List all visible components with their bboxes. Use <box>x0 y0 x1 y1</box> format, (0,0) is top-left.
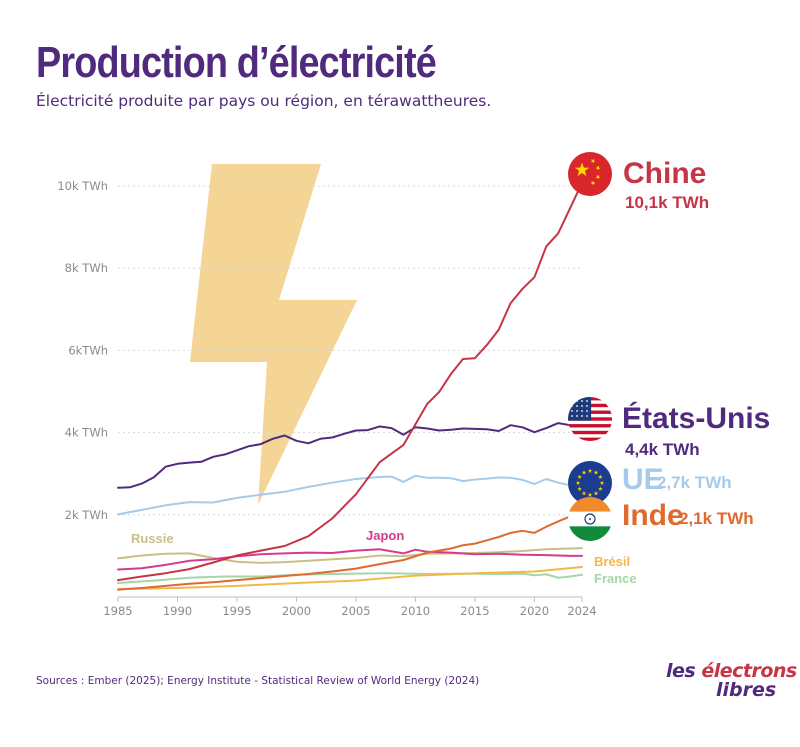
x-tick-label: 1985 <box>103 604 132 618</box>
y-tick-label: 6kTWh <box>68 343 108 357</box>
value-label-ue: 2,7k TWh <box>657 473 732 492</box>
series-label-chine: Chine <box>623 157 706 190</box>
x-tick-label: 2010 <box>401 604 430 618</box>
series-label-ue: UE <box>622 463 664 496</box>
series-line-ue <box>117 474 583 516</box>
grid-lines <box>118 185 582 516</box>
series-line-russie <box>117 547 583 564</box>
bolt-layer <box>190 164 357 505</box>
x-tick-label: 2005 <box>341 604 370 618</box>
series-label-japon: Japon <box>366 528 404 543</box>
series-label-russie: Russie <box>131 531 174 546</box>
logo-text-libres: libres <box>716 679 777 701</box>
value-label-inde: 2,1k TWh <box>679 509 754 528</box>
source-note: Sources : Ember (2025); Energy Institute… <box>36 675 480 687</box>
series-line-japon <box>117 548 583 571</box>
logo-text-electrons: électrons <box>701 660 797 682</box>
x-tick-label: 2024 <box>567 604 596 618</box>
india-flag-icon <box>568 497 612 541</box>
x-tick-label: 1990 <box>163 604 192 618</box>
x-tick-label: 1995 <box>222 604 251 618</box>
page-title: Production d’électricité <box>36 38 437 87</box>
series-line-france <box>117 572 583 584</box>
series-line-bresil <box>117 566 583 591</box>
axes: 2k TWh 4k TWh 6kTWh 8k TWh 10k TWh 1985 1990 19… <box>57 179 596 618</box>
series-label-france: France <box>594 571 637 586</box>
series-labels: Chine 10,1k TWh États-Unis 4,4k TWh UE2,7k T… <box>131 157 770 586</box>
lightning-bolt-icon <box>190 164 357 505</box>
series-label-bresil: Brésil <box>594 554 630 569</box>
usa-flag-icon <box>568 397 612 441</box>
flags <box>568 152 612 541</box>
series-label-etats-unis: États-Unis <box>622 401 770 435</box>
y-tick-label: 8k TWh <box>65 261 108 275</box>
series-line-inde <box>117 510 583 591</box>
series-line-chine <box>117 182 583 582</box>
x-tick-label: 2015 <box>460 604 489 618</box>
logo-text-les: les <box>666 660 702 682</box>
value-label-etats-unis: 4,4k TWh <box>625 440 700 459</box>
y-tick-label: 2k TWh <box>65 508 108 522</box>
x-tick-label: 2020 <box>520 604 549 618</box>
series-label-inde: Inde <box>622 499 684 532</box>
series-line-etats-unis <box>117 419 583 489</box>
page-subtitle: Électricité produite par pays ou région,… <box>36 92 492 110</box>
china-flag-icon <box>568 152 612 196</box>
series-lines <box>117 182 583 591</box>
x-tick-label: 2000 <box>282 604 311 618</box>
y-tick-label: 10k TWh <box>57 179 108 193</box>
y-tick-label: 4k TWh <box>65 426 108 440</box>
value-label-chine: 10,1k TWh <box>625 193 709 212</box>
brand-logo: les électrons libres <box>666 660 797 701</box>
